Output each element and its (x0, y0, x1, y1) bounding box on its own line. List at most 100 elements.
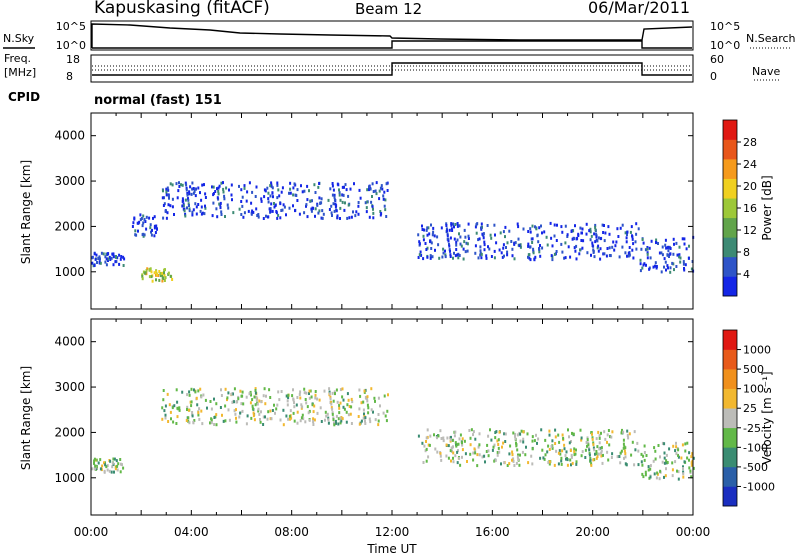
power-echo-cell (162, 216, 165, 220)
power-echo-cell (227, 206, 230, 210)
power-echo-cell (646, 256, 649, 260)
power-echo-cell (217, 192, 220, 196)
velocity-echo-cell (692, 456, 695, 460)
velocity-echo-cell (588, 451, 591, 455)
power-echo-cell (166, 211, 169, 215)
power-echo-cell (197, 203, 200, 206)
power-echo-cell (281, 208, 284, 212)
power-echo-cell (375, 181, 378, 185)
velocity-echo-cell (468, 429, 471, 432)
velocity-echo-cell (227, 391, 230, 395)
power-echo-cell (140, 217, 143, 220)
velocity-echo-cell (506, 464, 509, 467)
power-echo-cell (563, 256, 566, 260)
velocity-echo-cell (579, 428, 582, 432)
velocity-echo-cell (446, 436, 449, 440)
velocity-echo-cell (190, 400, 193, 404)
power-echo-cell (314, 191, 317, 194)
power-echo-cell (112, 255, 115, 259)
power-echo-cell (566, 235, 569, 238)
power-echo-cell (421, 224, 423, 228)
velocity-echo-cell (434, 447, 437, 451)
velocity-echo-cell (257, 409, 260, 413)
power-echo-cell (191, 213, 194, 217)
power-echo-cell (646, 246, 649, 249)
power-echo-cell (185, 186, 188, 190)
power-echo-cell (555, 239, 558, 242)
velocity-echo-cell (249, 390, 252, 394)
velocity-echo-cell (339, 421, 342, 425)
power-echo-cell (344, 201, 346, 205)
power-echo-cell (613, 248, 616, 252)
power-echo-cell (169, 274, 172, 278)
velocity-ylabel: Slant Range [km] (19, 366, 33, 470)
velocity-echo-cell (616, 455, 619, 459)
velocity-echo-cell (253, 395, 256, 399)
velocity-echo-cell (190, 387, 193, 391)
power-colorbar-tick-label: 4 (743, 268, 750, 281)
velocity-echo-cell (611, 452, 614, 456)
velocity-echo-cell (293, 401, 295, 405)
velocity-echo-cell (197, 389, 200, 393)
power-echo-cell (646, 247, 649, 251)
power-echo-cell (440, 226, 443, 230)
velocity-echo-cell (691, 459, 694, 463)
velocity-echo-cell (210, 421, 213, 425)
power-echo-cell (454, 223, 457, 226)
freq-tick-bottom: 8 (66, 70, 73, 83)
power-echo-cell (178, 181, 180, 185)
power-echo-cell (222, 187, 225, 191)
power-echo-cell (466, 249, 469, 253)
power-echo-cell (527, 242, 530, 246)
power-echo-cell (539, 254, 542, 258)
power-echo-cell (309, 199, 312, 203)
velocity-echo-cell (233, 387, 236, 391)
power-echo-cell (564, 241, 567, 245)
velocity-echo-cell (337, 422, 340, 426)
power-echo-cell (455, 248, 458, 251)
power-echo-cell (211, 214, 214, 218)
velocity-echo-cell (472, 433, 474, 437)
velocity-echo-cell (658, 477, 661, 481)
velocity-echo-cell (449, 449, 452, 453)
velocity-echo-cell (334, 392, 336, 396)
power-echo-cell (187, 197, 189, 201)
power-echo-cell (153, 271, 156, 275)
velocity-echo-cell (230, 392, 233, 396)
velocity-echo-cell (169, 410, 172, 414)
power-echo-cell (95, 253, 98, 257)
velocity-echo-cell (580, 438, 583, 442)
power-echo-cell (574, 224, 576, 228)
power-echo-cell (510, 240, 513, 243)
velocity-echo-cell (619, 461, 622, 465)
power-echo-cell (194, 202, 197, 206)
velocity-echo-cell (531, 435, 534, 439)
power-echo-cell (640, 247, 643, 251)
power-echo-cell (188, 190, 191, 194)
power-echo-cell (267, 200, 270, 204)
velocity-echo-cell (282, 408, 285, 412)
velocity-echo-cell (618, 455, 621, 458)
power-echo-cell (116, 256, 119, 260)
power-echo-cell (91, 261, 94, 265)
velocity-echo-cell (511, 453, 514, 457)
power-echo-cell (453, 251, 455, 255)
power-echo-cell (167, 271, 170, 275)
velocity-echo-cell (331, 412, 334, 416)
power-echo-cell (425, 248, 428, 251)
velocity-echo-cell (186, 405, 189, 409)
power-echo-cell (475, 223, 478, 227)
power-echo-cell (342, 193, 345, 197)
velocity-echo-cell (682, 467, 684, 470)
velocity-echo-cell (358, 388, 361, 392)
power-echo-cell (599, 247, 602, 251)
velocity-colorbar-cell (723, 466, 737, 487)
power-echo-cell (627, 251, 630, 255)
power-echo-cell (672, 252, 675, 256)
velocity-echo-cell (163, 409, 166, 413)
velocity-echo-cell (586, 444, 588, 448)
velocity-echo-cell (454, 454, 457, 458)
power-echo-cell (328, 208, 331, 211)
power-echo-cell (165, 187, 168, 191)
velocity-echo-cell (626, 429, 629, 433)
